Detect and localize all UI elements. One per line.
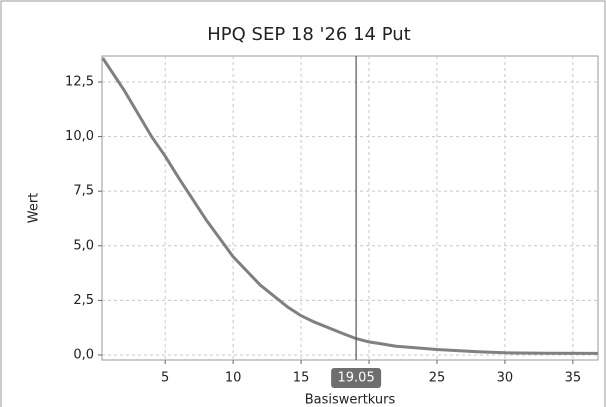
y-tick-label: 2,5 (73, 293, 94, 308)
marker-label: 19.05 (338, 371, 375, 386)
y-tick-label: 0,0 (73, 347, 94, 362)
y-tick-label: 12,5 (65, 74, 94, 89)
x-tick-label: 10 (225, 371, 242, 386)
chart-title: HPQ SEP 18 '26 14 Put (207, 24, 410, 45)
y-tick-label: 10,0 (65, 129, 94, 144)
x-tick-label: 5 (161, 371, 169, 386)
x-tick-label: 25 (429, 371, 446, 386)
y-tick-label: 7,5 (73, 184, 94, 199)
y-axis-label: Wert (27, 193, 42, 224)
y-tick-label: 5,0 (73, 238, 94, 253)
x-tick-label: 30 (497, 371, 514, 386)
marker-label-bg (331, 368, 382, 388)
plot-area (101, 55, 599, 361)
x-tick-label: 35 (565, 371, 582, 386)
x-axis-label: Basiswertkurs (305, 393, 396, 407)
x-tick-label: 15 (293, 371, 310, 386)
curve (101, 57, 599, 355)
